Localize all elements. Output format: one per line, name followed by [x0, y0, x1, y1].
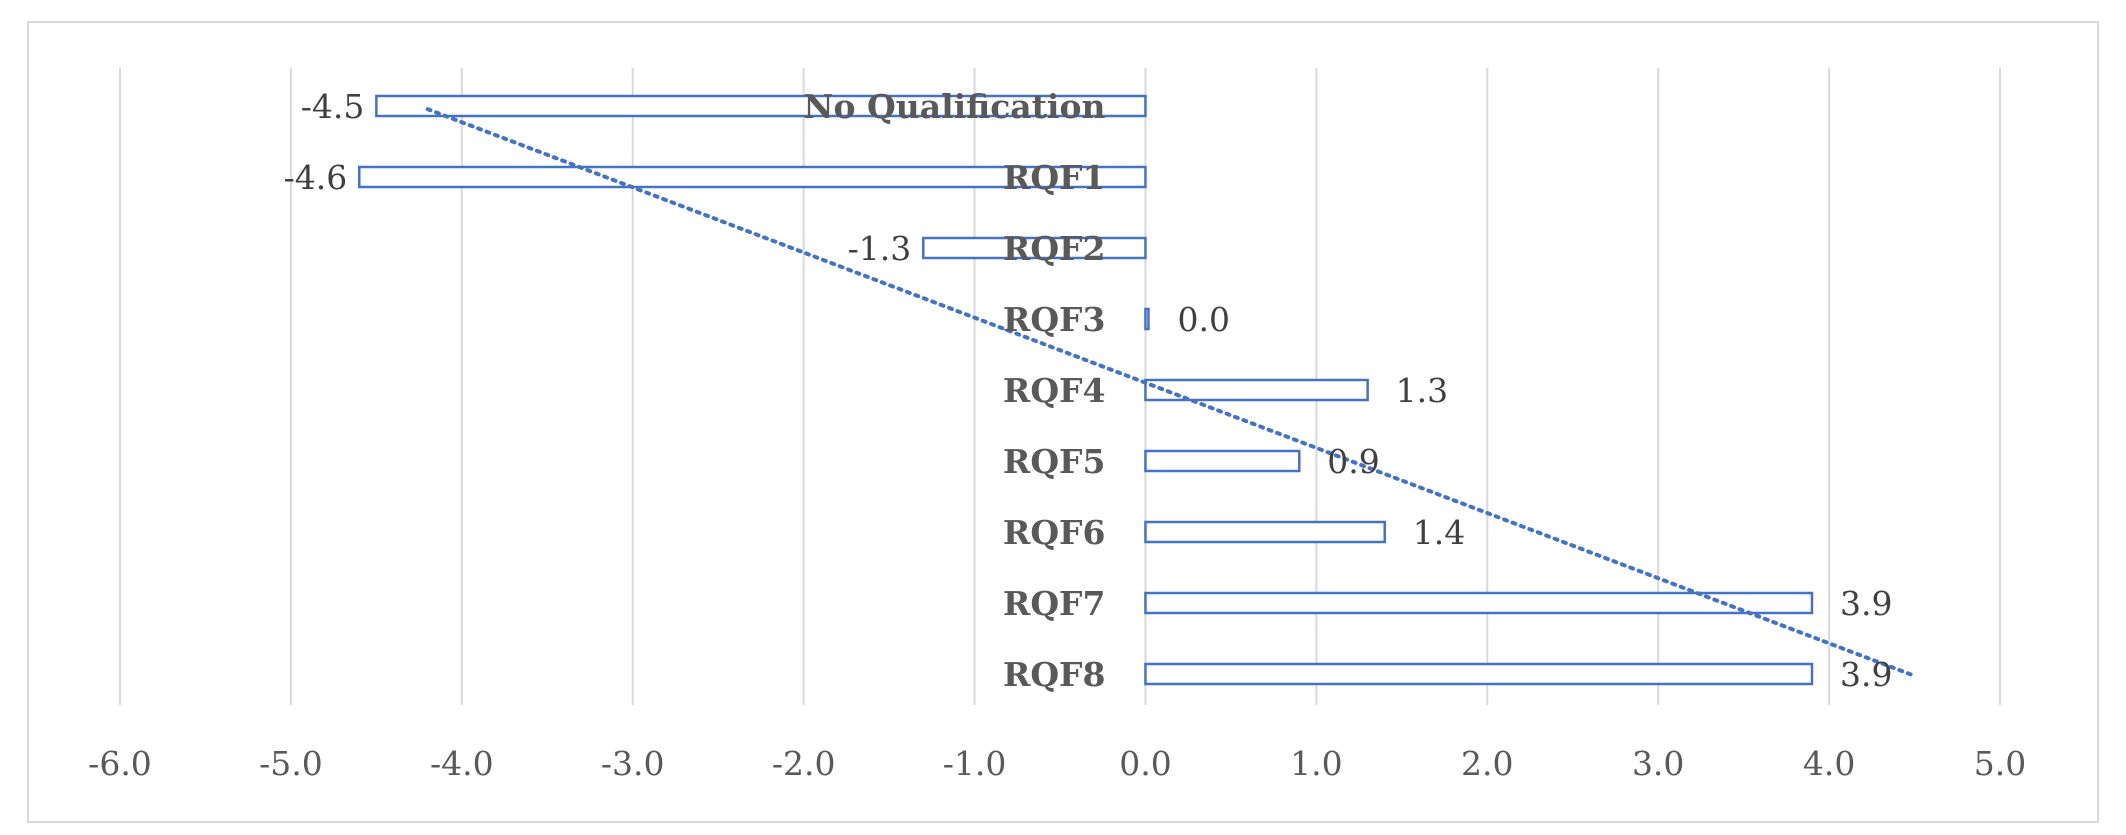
- bars: [358, 94, 1814, 686]
- bar: [1144, 378, 1369, 402]
- data-label: 1.3: [1396, 371, 1448, 410]
- bar: [922, 236, 1147, 260]
- data-label: 3.9: [1840, 584, 1892, 623]
- bar: [1144, 307, 1150, 331]
- trendline: [425, 107, 1917, 678]
- x-tick-label: -6.0: [88, 744, 152, 783]
- bar: [1144, 591, 1814, 615]
- category-label: RQF4: [1003, 371, 1106, 410]
- data-label: -1.3: [848, 229, 912, 268]
- x-tick-label: -5.0: [259, 744, 323, 783]
- x-tick-label: -3.0: [601, 744, 665, 783]
- data-label: 0.9: [1327, 442, 1379, 481]
- x-tick-label: 2.0: [1461, 744, 1513, 783]
- data-label: 0.0: [1177, 300, 1229, 339]
- x-tick-label: 0.0: [1119, 744, 1171, 783]
- x-tick-label: -2.0: [772, 744, 836, 783]
- data-label: 3.9: [1840, 655, 1892, 694]
- bar: [375, 94, 1147, 118]
- x-tick-label: 1.0: [1290, 744, 1342, 783]
- x-tick-label: 5.0: [1974, 744, 2026, 783]
- bar: [1144, 449, 1301, 473]
- trendline-group: [425, 107, 1917, 678]
- x-tick-label: -1.0: [943, 744, 1007, 783]
- category-label: RQF6: [1003, 513, 1106, 552]
- data-label: 1.4: [1413, 513, 1465, 552]
- bar: [1144, 520, 1386, 544]
- x-axis-ticks: -6.0 -5.0 -4.0 -3.0 -2.0 -1.0 0.0 1.0 2.0 3.0 4.0 5…: [88, 744, 2026, 783]
- category-label: RQF2: [1003, 229, 1106, 268]
- category-label: RQF5: [1003, 442, 1106, 481]
- data-label: -4.6: [284, 158, 348, 197]
- bar: [1144, 662, 1814, 686]
- x-tick-label: 4.0: [1803, 744, 1855, 783]
- category-label: RQF3: [1003, 300, 1106, 339]
- bar: [358, 165, 1147, 189]
- x-tick-label: -4.0: [430, 744, 494, 783]
- category-label: RQF7: [1003, 584, 1106, 623]
- data-labels: -4.5 -4.6 -1.3 0.0 1.3 0.9 1.4 3.9 3.9: [284, 87, 1893, 694]
- category-label: RQF1: [1003, 158, 1106, 197]
- category-label: No Qualification: [803, 87, 1105, 126]
- category-labels: No Qualification RQF1 RQF2 RQF3 RQF4 RQF5 RQF6…: [803, 87, 1105, 694]
- category-label: RQF8: [1003, 655, 1106, 694]
- chart-frame: [27, 21, 2099, 823]
- data-label: -4.5: [301, 87, 365, 126]
- x-tick-label: 3.0: [1632, 744, 1684, 783]
